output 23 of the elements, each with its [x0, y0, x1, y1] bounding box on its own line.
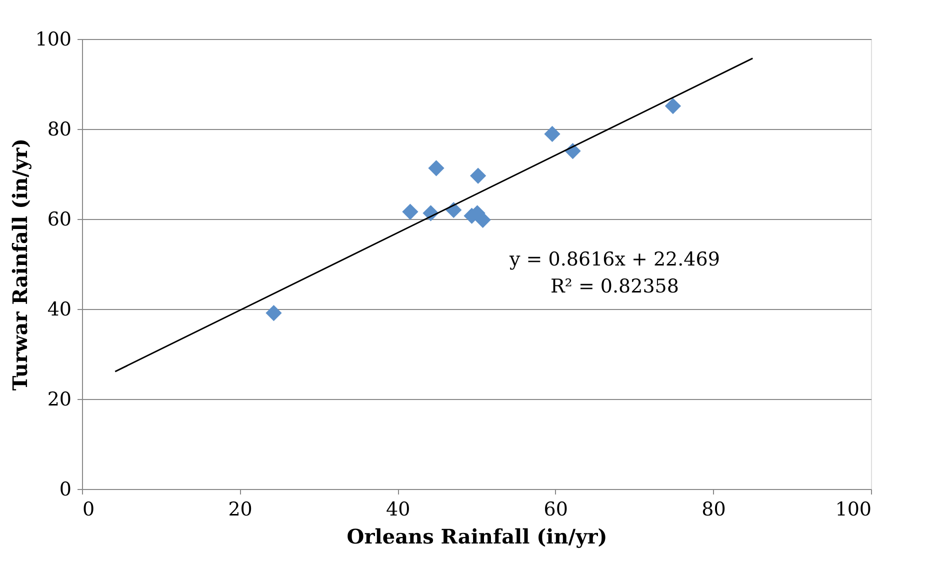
point [544, 126, 560, 142]
y-tick-label: 40 [47, 298, 72, 320]
point [470, 168, 486, 184]
point [428, 160, 444, 176]
point [266, 304, 282, 322]
y-tick-label: 20 [47, 388, 72, 410]
annotation: R² = 0.82358 [550, 276, 679, 298]
x-axis-title: Orleans Rainfall (in/yr) [346, 524, 608, 548]
x-tick-label: 40 [386, 498, 410, 520]
x-tick-label: 60 [544, 498, 568, 520]
point [664, 98, 682, 114]
y-tick-label: 80 [47, 118, 72, 140]
x-tick-label: 80 [702, 498, 726, 520]
y-tick-label: 60 [47, 208, 72, 230]
y-axis-title: Turwar Rainfall (in/yr) [8, 138, 32, 391]
annotation: y = 0.8616x + 22.469 [508, 248, 720, 270]
y-tick-label: 100 [35, 28, 72, 50]
x-tick-label: 0 [82, 498, 95, 520]
x-tick-label: 100 [835, 498, 872, 520]
y-tick-label: 0 [59, 478, 72, 500]
point [402, 204, 418, 220]
x-tick-label: 20 [228, 498, 252, 520]
point [474, 212, 491, 228]
